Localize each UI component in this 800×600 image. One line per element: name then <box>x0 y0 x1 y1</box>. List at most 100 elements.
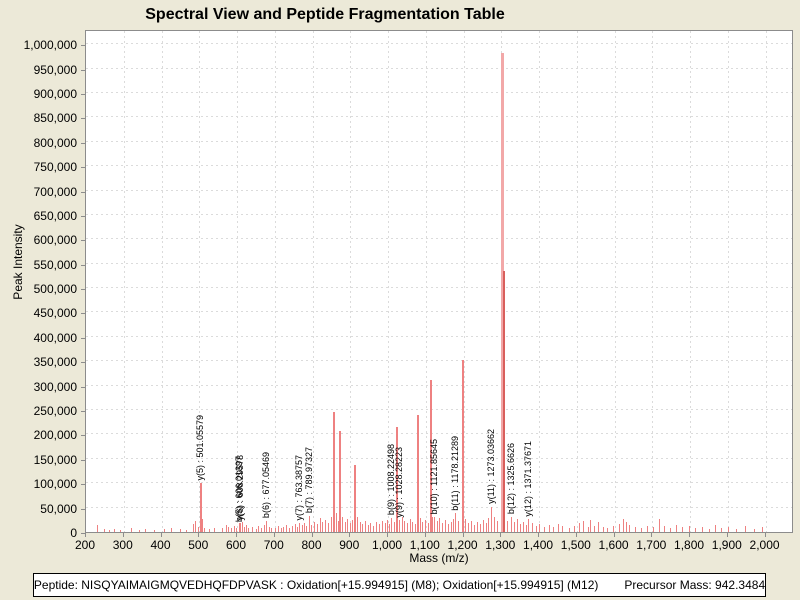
peak <box>370 523 372 532</box>
peak <box>357 517 359 532</box>
peak <box>109 529 111 532</box>
peak <box>192 524 194 532</box>
peak <box>314 522 316 532</box>
peak <box>335 512 337 532</box>
peak <box>535 526 537 532</box>
peak <box>629 525 631 532</box>
gridline-horizontal <box>86 506 792 508</box>
peak <box>201 519 203 532</box>
peak-annotation: b(7) : 789.97327 <box>303 447 314 514</box>
chart-title: Spectral View and Peptide Fragmentation … <box>145 6 505 23</box>
x-tick-label: 400 <box>150 538 171 552</box>
peak <box>331 517 333 532</box>
peak <box>688 526 690 532</box>
peak <box>414 524 416 532</box>
y-tick-label: 950,000 <box>33 62 77 77</box>
x-tick-label: 700 <box>263 538 284 552</box>
x-tick-mark <box>160 533 162 537</box>
spectrum-plot-area[interactable]: y(5) : 501.05579 b(5) : 606.01397 y(6) : 6… <box>85 30 793 533</box>
x-tick-label: 1,300 <box>485 538 516 552</box>
peak <box>416 415 419 532</box>
gridline-vertical <box>727 31 729 532</box>
peak <box>745 526 747 532</box>
peak <box>634 527 636 532</box>
peak <box>342 517 344 532</box>
peak <box>439 518 441 532</box>
peak <box>97 525 99 532</box>
x-tick-label: 1,400 <box>523 538 554 552</box>
peak <box>252 527 254 532</box>
gridline-horizontal <box>86 262 792 264</box>
x-tick-mark <box>575 533 577 537</box>
peak <box>292 526 294 532</box>
gridline-vertical <box>237 31 239 532</box>
peak <box>153 529 155 532</box>
y-tick-label: 400,000 <box>33 330 77 345</box>
peak <box>519 524 521 532</box>
peak <box>470 521 472 532</box>
x-tick-mark <box>311 533 313 537</box>
peak <box>333 411 336 532</box>
peptide-sequence-text: Peptide: NISQYAIMAIGMQVEDHQFDPVASK : Oxi… <box>33 578 599 592</box>
peak <box>494 517 496 532</box>
peak <box>473 525 475 532</box>
peak <box>298 523 300 532</box>
x-tick-label: 900 <box>339 538 360 552</box>
peak <box>425 520 427 532</box>
peak <box>222 528 224 532</box>
gridline-vertical <box>539 31 541 532</box>
gridline-horizontal <box>86 409 792 411</box>
peak <box>427 523 429 532</box>
gridline-horizontal <box>86 433 792 435</box>
y-tick-mark <box>81 289 85 291</box>
peak-annotation: y(7) : 763.38757 <box>293 454 304 521</box>
peak <box>130 527 132 532</box>
peak <box>640 528 642 532</box>
x-tick-label: 1,600 <box>598 538 629 552</box>
peak <box>568 528 570 532</box>
peak-annotation: b(6) : 677.05469 <box>261 452 272 519</box>
y-tick-label: 50,000 <box>40 501 77 516</box>
peak <box>258 526 260 532</box>
gridline-horizontal <box>86 91 792 93</box>
peak <box>384 523 386 532</box>
y-tick-mark <box>81 191 85 193</box>
peak <box>602 527 604 532</box>
gridline-horizontal <box>86 116 792 118</box>
peak <box>263 525 265 532</box>
peak <box>236 527 238 532</box>
peak <box>389 524 391 532</box>
peak <box>365 521 366 532</box>
gridline-vertical <box>463 31 465 532</box>
y-tick-label: 100,000 <box>33 477 77 492</box>
peak <box>455 513 457 532</box>
peak <box>378 524 380 532</box>
peak <box>597 522 599 532</box>
x-tick-label: 1,500 <box>560 538 591 552</box>
gridline-horizontal <box>86 189 792 191</box>
x-tick-mark <box>726 533 728 537</box>
peak <box>322 522 324 532</box>
peak <box>316 524 318 532</box>
peak <box>522 522 524 532</box>
y-tick-label: 700,000 <box>33 184 77 199</box>
peak <box>241 522 243 532</box>
peak <box>239 525 241 532</box>
y-tick-mark <box>81 411 85 413</box>
peak <box>301 525 303 532</box>
peak <box>728 527 730 532</box>
y-tick-mark <box>81 215 85 217</box>
y-tick-label: 0 <box>70 526 77 540</box>
peak-annotation: b(11) : 1178.21289 <box>450 435 461 511</box>
peak <box>163 529 165 532</box>
peak <box>714 525 716 532</box>
peak <box>324 520 326 532</box>
gridline-horizontal <box>86 140 792 142</box>
y-tick-mark <box>81 118 85 120</box>
y-tick-mark <box>81 93 85 95</box>
x-tick-mark <box>122 533 124 537</box>
x-tick-mark <box>387 533 389 537</box>
peak <box>735 529 737 532</box>
peak <box>434 517 436 532</box>
peak <box>401 517 403 532</box>
